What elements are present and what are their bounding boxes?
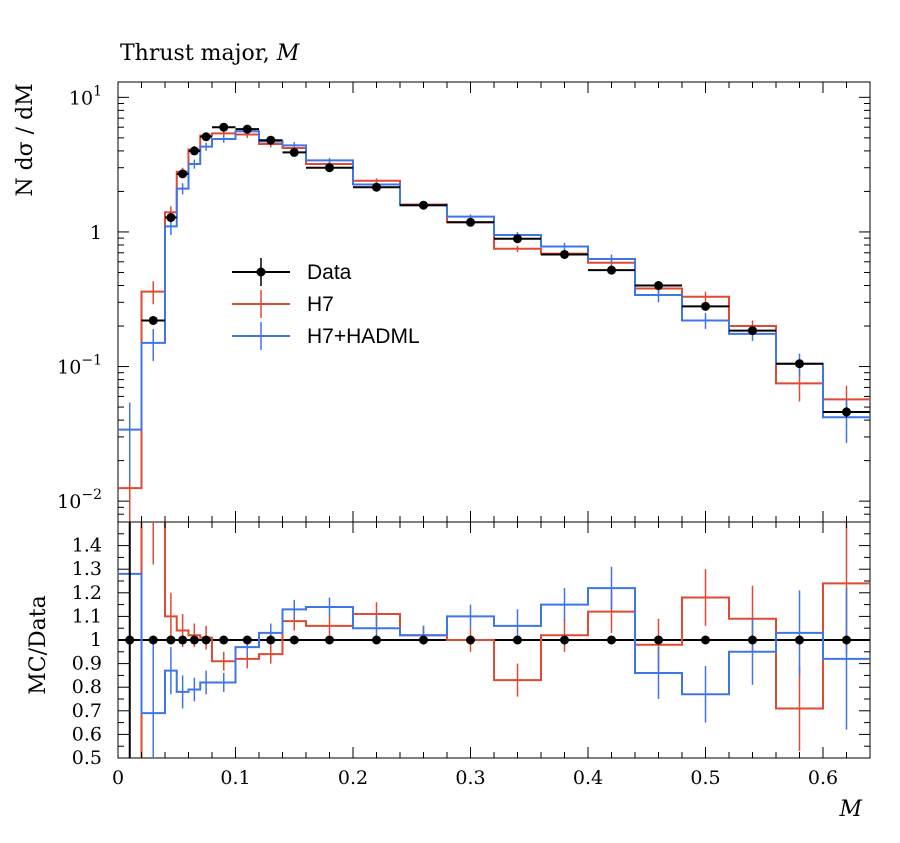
- data-point: [219, 122, 229, 132]
- ratio-tick-label: 0.5: [72, 747, 102, 769]
- legend-label-H7: H7: [307, 293, 334, 316]
- data-point: [513, 234, 522, 244]
- ratio-tick-label: 1.3: [72, 558, 102, 580]
- ratio-data-point: [560, 635, 569, 645]
- data-point: [607, 265, 616, 275]
- legend-label-Data: Data: [307, 261, 352, 284]
- ratio-tick-label: 0.7: [72, 700, 102, 722]
- data-point: [419, 200, 428, 210]
- x-tick-label: 0: [112, 767, 124, 789]
- svg-text:Thrust major, M: Thrust major, M: [120, 41, 300, 66]
- ratio-data-point: [166, 635, 176, 645]
- data-point: [189, 146, 199, 156]
- y-axis-label: N dσ / dM: [13, 83, 38, 196]
- ratio-data-point: [466, 635, 475, 645]
- legend: Data H7 H7+HADML: [232, 258, 420, 350]
- x-tick-label: 0.3: [455, 767, 485, 789]
- y-tick-label: 1: [90, 222, 102, 244]
- ratio-data-point: [242, 635, 252, 645]
- ratio-tick-label: 0.8: [72, 676, 102, 698]
- data-point: [748, 326, 757, 336]
- legend-marker-Data: [256, 267, 266, 277]
- legend-label-H7+HADML: H7+HADML: [307, 325, 420, 348]
- ratio-data-point: [189, 635, 199, 645]
- ratio-data-point: [513, 635, 522, 645]
- ratio-data-point: [654, 635, 663, 645]
- ratio-panel: 1.41.31.21.110.90.80.70.60.5 MC/Data: [26, 521, 871, 769]
- ratio-tick-label: 1: [90, 629, 102, 651]
- ratio-line-H7: [140, 522, 870, 758]
- ratio-tick-label: 0.9: [72, 653, 102, 675]
- x-tick-label: 0.1: [220, 767, 250, 789]
- data-point: [795, 359, 804, 369]
- ratio-tick-label: 1.1: [72, 605, 102, 627]
- ratio-data-point: [419, 635, 428, 645]
- ratio-data-point: [289, 635, 299, 645]
- x-tick-label: 0.2: [338, 767, 368, 789]
- chart-title-variable: M: [276, 41, 300, 66]
- x-axis-label: M: [838, 797, 862, 822]
- ratio-axis-label: MC/Data: [26, 595, 51, 694]
- data-point: [266, 135, 276, 145]
- series-line-H7: [118, 132, 870, 490]
- data-point: [654, 281, 663, 291]
- ratio-data-point: [266, 635, 276, 645]
- ratio-data-point: [219, 635, 229, 645]
- chart-title-text: Thrust major,: [120, 41, 277, 66]
- ratio-data-point: [795, 635, 804, 645]
- x-tick-label: 0.4: [573, 767, 603, 789]
- ratio-data-point: [607, 635, 616, 645]
- data-point: [289, 147, 299, 157]
- ratio-data-point: [748, 635, 757, 645]
- ratio-data-point: [842, 635, 851, 645]
- data-point: [148, 315, 158, 325]
- upper-frame: [117, 81, 871, 523]
- data-point: [166, 213, 176, 223]
- data-point: [242, 124, 252, 134]
- ratio-data-point: [325, 635, 334, 645]
- y-tick-label: 101: [69, 83, 102, 109]
- data-point: [701, 301, 710, 311]
- ratio-data-point: [178, 635, 188, 645]
- data-point: [325, 163, 334, 173]
- upper-plot-area: [118, 122, 870, 522]
- data-point: [372, 182, 381, 192]
- ratio-tick-label: 1.4: [72, 535, 102, 557]
- chart-title: Thrust major, M: [120, 41, 300, 66]
- y-tick-label: 10−1: [57, 353, 102, 379]
- y-tick-label: 10−2: [57, 487, 102, 513]
- data-point: [201, 132, 211, 142]
- ratio-plot-area: [118, 522, 870, 758]
- ratio-data-point: [372, 635, 381, 645]
- x-tick-label: 0.6: [808, 767, 838, 789]
- data-point: [560, 249, 569, 259]
- ratio-line-H7+HADML: [118, 572, 870, 715]
- ratio-tick-label: 0.6: [72, 723, 102, 745]
- ratio-data-point: [201, 635, 211, 645]
- x-tick-label: 0.5: [690, 767, 720, 789]
- data-point: [466, 217, 475, 227]
- data-point: [842, 407, 851, 417]
- series-line-H7+HADML: [118, 130, 870, 431]
- ratio-data-point: [148, 635, 158, 645]
- upper-panel: 101 1 10−1 10−2 N dσ / dM: [13, 81, 871, 523]
- x-axis: 0 0.1 0.2 0.3 0.4 0.5 0.6M: [112, 82, 871, 822]
- ratio-tick-label: 1.2: [72, 582, 102, 604]
- data-point: [178, 169, 188, 179]
- ratio-data-point: [701, 635, 710, 645]
